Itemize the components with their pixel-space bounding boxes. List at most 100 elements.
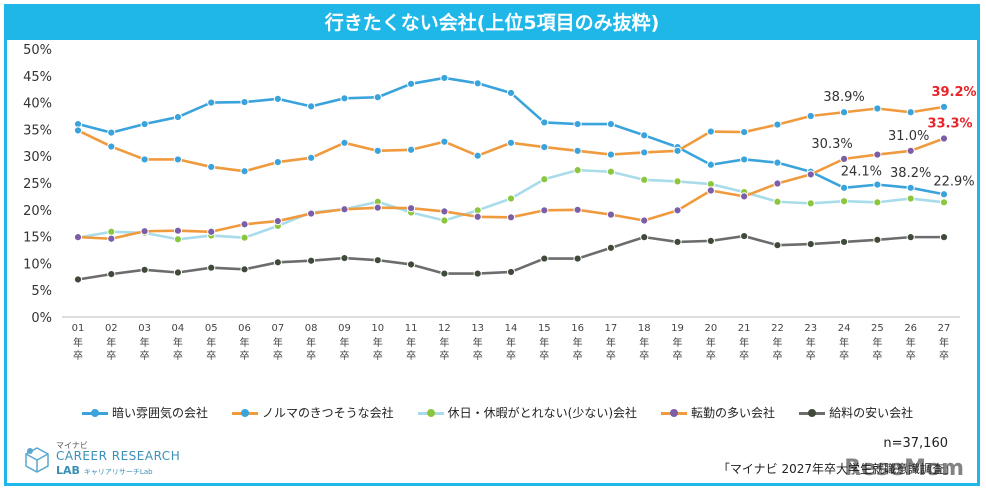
data-label: 39.2% (931, 85, 976, 100)
data-point (806, 199, 815, 208)
data-point (939, 198, 949, 207)
data-point (606, 167, 616, 176)
data-point (939, 102, 949, 111)
data-point (173, 112, 183, 122)
x-tick-suffix: 卒 (473, 349, 483, 362)
data-label: 22.9% (933, 174, 974, 189)
x-tick-suffix: 年 (606, 336, 616, 349)
y-tick-label: 35% (23, 123, 52, 138)
data-point (873, 150, 882, 159)
data-point (373, 146, 382, 155)
data-point (906, 108, 915, 117)
data-point (506, 138, 516, 147)
x-tick-suffix: 卒 (306, 349, 316, 362)
x-tick-label: 10 (371, 323, 384, 334)
data-label: 33.3% (927, 117, 972, 132)
x-tick-suffix: 卒 (206, 349, 216, 362)
data-point (540, 254, 549, 263)
x-tick-suffix: 年 (306, 336, 316, 349)
data-point (173, 268, 183, 277)
x-tick-suffix: 卒 (173, 349, 183, 362)
x-tick-suffix: 卒 (839, 349, 849, 362)
brand-sub-text: キャリアリサーチLab (83, 468, 153, 476)
data-point (107, 142, 116, 151)
legend-item: 転勤の多い会社 (661, 404, 775, 421)
data-point (839, 197, 849, 206)
x-tick-label: 26 (904, 323, 917, 334)
chart-title: 行きたくない会社(上位5項目のみ抜粋) (7, 7, 977, 40)
x-tick-label: 27 (938, 323, 951, 334)
x-tick-suffix: 卒 (639, 349, 649, 362)
data-point (207, 162, 216, 172)
y-tick-label: 40% (23, 97, 52, 112)
data-point (939, 190, 949, 199)
brand-small: マイナビ (56, 441, 88, 450)
y-tick-label: 5% (31, 284, 52, 299)
legend-item: ノルマのきつそうな会社 (232, 404, 394, 421)
data-point (307, 256, 316, 265)
data-point (606, 210, 616, 219)
y-tick-label: 20% (23, 204, 52, 219)
data-point (839, 183, 849, 192)
data-point (240, 265, 249, 274)
x-tick-suffix: 卒 (806, 349, 816, 362)
x-tick-label: 22 (771, 323, 784, 334)
legend-label: 転勤の多い会社 (691, 406, 776, 420)
data-point (706, 186, 715, 195)
x-tick-label: 19 (671, 323, 684, 334)
data-point (706, 236, 715, 245)
x-tick-label: 17 (605, 323, 618, 334)
x-tick-label: 09 (338, 323, 351, 334)
x-tick-suffix: 卒 (140, 349, 150, 362)
data-point (573, 119, 582, 129)
x-tick-suffix: 卒 (73, 349, 83, 362)
data-point (440, 207, 449, 216)
x-tick-label: 18 (638, 323, 651, 334)
data-point (673, 206, 682, 215)
chart-legend: 暗い雰囲気の会社 ノルマのきつそうな会社 休日・休暇がとれない(少ない)会社 転勤の多… (82, 404, 913, 421)
data-point (673, 177, 682, 186)
x-tick-suffix: 年 (772, 336, 782, 349)
data-point (573, 205, 582, 214)
data-point (506, 267, 516, 277)
data-point (773, 241, 782, 250)
chart-frame: 行きたくない会社(上位5項目のみ抜粋) (4, 4, 980, 486)
x-tick-label: 07 (271, 323, 284, 334)
line-chart: 0% 5% 10% 15% 20% 25% 30% 35% 40% 45% 50% 01 年卒 02 年卒 0… (23, 43, 976, 362)
data-point (207, 98, 216, 107)
x-tick-suffix: 卒 (906, 349, 916, 362)
data-point (540, 175, 549, 184)
y-tick-label: 25% (23, 177, 52, 192)
data-point (140, 155, 149, 164)
data-point (473, 151, 482, 160)
x-tick-suffix: 年 (539, 336, 549, 349)
x-tick-suffix: 年 (806, 336, 816, 349)
data-point (806, 240, 815, 249)
data-point (440, 137, 449, 146)
brand-lab-text: LAB (56, 464, 80, 477)
cube-logo-icon (25, 447, 49, 473)
data-point (173, 155, 183, 164)
x-tick-suffix: 年 (140, 336, 150, 349)
data-point (140, 119, 149, 129)
data-label: 30.3% (811, 137, 852, 152)
data-point (506, 88, 516, 98)
x-tick-suffix: 年 (473, 336, 483, 349)
data-label: 24.1% (841, 165, 882, 180)
x-tick-label: 24 (838, 323, 851, 334)
data-point (806, 111, 815, 121)
data-point (873, 235, 882, 244)
data-label: 38.9% (823, 90, 864, 105)
data-point (906, 233, 915, 242)
y-tick-label: 10% (23, 257, 52, 272)
data-point (773, 158, 782, 167)
legend-label: ノルマのきつそうな会社 (262, 406, 394, 420)
x-tick-suffix: 年 (173, 336, 183, 349)
data-point (806, 170, 815, 179)
data-point (340, 94, 349, 103)
x-tick-suffix: 年 (639, 336, 649, 349)
data-point (173, 235, 183, 244)
data-point (540, 142, 549, 152)
data-point (440, 216, 449, 225)
x-tick-suffix: 年 (939, 336, 949, 349)
